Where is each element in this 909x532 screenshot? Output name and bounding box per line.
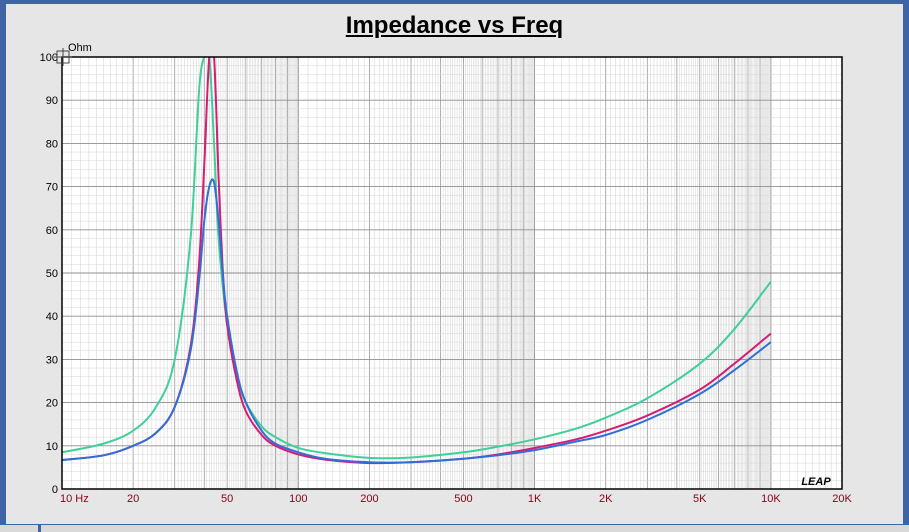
x-tick-label: 5K [693, 493, 707, 505]
x-tick-label: 20K [832, 493, 852, 505]
status-strip [0, 525, 909, 532]
x-tick-label: 10 Hz [60, 493, 89, 505]
y-tick-label: 20 [46, 398, 58, 410]
y-tick-label: 80 [46, 138, 58, 150]
y-tick-label: 10 [46, 441, 58, 453]
status-strip-marker [38, 525, 41, 532]
x-tick-label: 2K [599, 493, 613, 505]
y-tick-label: 0 [52, 484, 58, 496]
series-line-3 [62, 178, 772, 464]
y-tick-label: 90 [46, 95, 58, 107]
series-group [62, 57, 772, 465]
y-axis-unit: Ohm [68, 42, 92, 54]
y-tick-label: 70 [46, 182, 58, 194]
x-tick-label: 500 [454, 493, 472, 505]
y-tick-label: 50 [46, 268, 58, 280]
x-tick-label: 1K [528, 493, 542, 505]
x-tick-labels: 10 Hz 20 50 100 200 500 1K 2K 5K 10K 20K [60, 493, 852, 505]
plot-frame [61, 56, 843, 490]
x-tick-label: 20 [127, 493, 139, 505]
cursor-icon [54, 48, 72, 66]
chart-title: Impedance vs Freq [345, 12, 564, 39]
leap-watermark: LEAP [801, 476, 831, 488]
y-tick-labels: 0 10 20 30 40 50 60 70 80 90 100 [40, 52, 58, 496]
grid [62, 57, 842, 489]
y-tick-label: 30 [46, 354, 58, 366]
x-tick-label: 10K [761, 493, 781, 505]
x-tick-label: 50 [221, 493, 233, 505]
y-tick-label: 60 [46, 225, 58, 237]
y-tick-label: 100 [40, 52, 58, 64]
x-tick-label: 200 [360, 493, 378, 505]
y-tick-label: 40 [46, 311, 58, 323]
x-tick-label: 100 [289, 493, 307, 505]
